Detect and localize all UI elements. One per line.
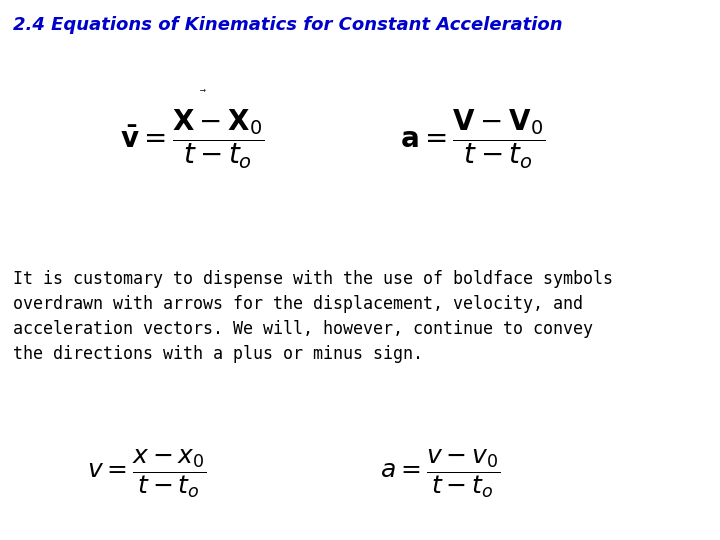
- Text: 2.4 Equations of Kinematics for Constant Acceleration: 2.4 Equations of Kinematics for Constant…: [14, 16, 563, 34]
- Text: $a = \dfrac{v - v_0}{t - t_o}$: $a = \dfrac{v - v_0}{t - t_o}$: [380, 448, 500, 501]
- Text: $\vec{}$: $\vec{}$: [199, 84, 207, 97]
- Text: $\mathbf{a} = \dfrac{\mathbf{V} - \mathbf{V}_0}{t - t_o}$: $\mathbf{a} = \dfrac{\mathbf{V} - \mathb…: [400, 108, 545, 171]
- Text: It is customary to dispense with the use of boldface symbols
overdrawn with arro: It is customary to dispense with the use…: [14, 270, 613, 363]
- Text: $\mathbf{\bar{v}} = \dfrac{\mathbf{X} - \mathbf{X}_0}{t - t_o}$: $\mathbf{\bar{v}} = \dfrac{\mathbf{X} - …: [120, 108, 264, 171]
- Text: $v = \dfrac{x - x_0}{t - t_o}$: $v = \dfrac{x - x_0}{t - t_o}$: [86, 448, 207, 501]
